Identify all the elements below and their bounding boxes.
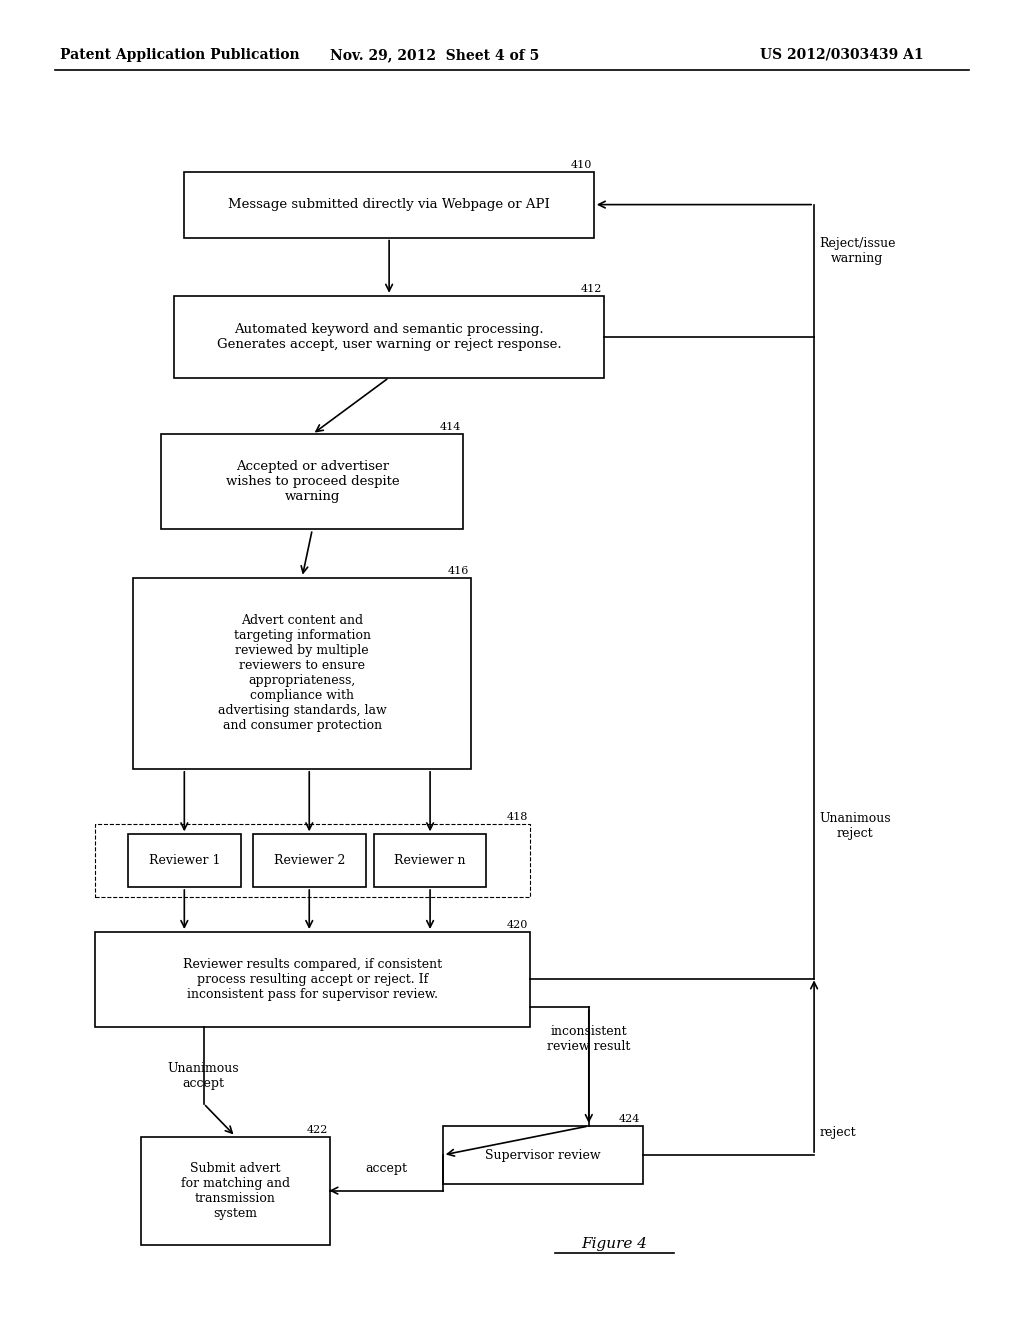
Bar	[94, 932, 530, 1027]
Text: Unanimous
reject: Unanimous reject	[819, 812, 891, 841]
Text: 418: 418	[507, 812, 528, 822]
Bar	[184, 172, 594, 238]
Text: 416: 416	[447, 565, 469, 576]
Text: reject: reject	[819, 1126, 856, 1139]
Text: Reviewer 2: Reviewer 2	[273, 854, 345, 867]
Text: 414: 414	[440, 422, 462, 432]
Bar	[253, 834, 366, 887]
Text: Patent Application Publication: Patent Application Publication	[60, 48, 300, 62]
Bar	[442, 1126, 643, 1184]
Bar	[174, 296, 604, 378]
Text: Figure 4: Figure 4	[582, 1237, 647, 1251]
Text: Message submitted directly via Webpage or API: Message submitted directly via Webpage o…	[228, 198, 550, 211]
Bar	[374, 834, 486, 887]
Text: inconsistent
review result: inconsistent review result	[547, 1026, 631, 1053]
Text: US 2012/0303439 A1: US 2012/0303439 A1	[760, 48, 924, 62]
Text: Supervisor review: Supervisor review	[485, 1148, 600, 1162]
Text: 422: 422	[307, 1125, 329, 1134]
Text: 410: 410	[570, 160, 592, 169]
Text: 424: 424	[620, 1114, 641, 1123]
Text: Reviewer 1: Reviewer 1	[148, 854, 220, 867]
Text: 420: 420	[507, 920, 528, 929]
Text: Unanimous
accept: Unanimous accept	[168, 1063, 240, 1090]
Text: 412: 412	[581, 284, 602, 293]
Bar	[162, 434, 463, 529]
Bar	[141, 1137, 330, 1245]
Bar	[128, 834, 241, 887]
Text: Reviewer results compared, if consistent
process resulting accept or reject. If
: Reviewer results compared, if consistent…	[182, 958, 442, 1001]
Text: Nov. 29, 2012  Sheet 4 of 5: Nov. 29, 2012 Sheet 4 of 5	[331, 48, 540, 62]
Text: Reviewer n: Reviewer n	[394, 854, 466, 867]
Text: Advert content and
targeting information
reviewed by multiple
reviewers to ensur: Advert content and targeting information…	[218, 614, 386, 733]
Text: Accepted or advertiser
wishes to proceed despite
warning: Accepted or advertiser wishes to proceed…	[225, 461, 399, 503]
Text: accept: accept	[366, 1162, 408, 1175]
Bar	[94, 824, 530, 898]
Bar	[133, 578, 471, 768]
Text: Submit advert
for matching and
transmission
system: Submit advert for matching and transmiss…	[181, 1162, 290, 1220]
Text: Automated keyword and semantic processing.
Generates accept, user warning or rej: Automated keyword and semantic processin…	[217, 322, 561, 351]
Text: Reject/issue
warning: Reject/issue warning	[819, 236, 896, 265]
